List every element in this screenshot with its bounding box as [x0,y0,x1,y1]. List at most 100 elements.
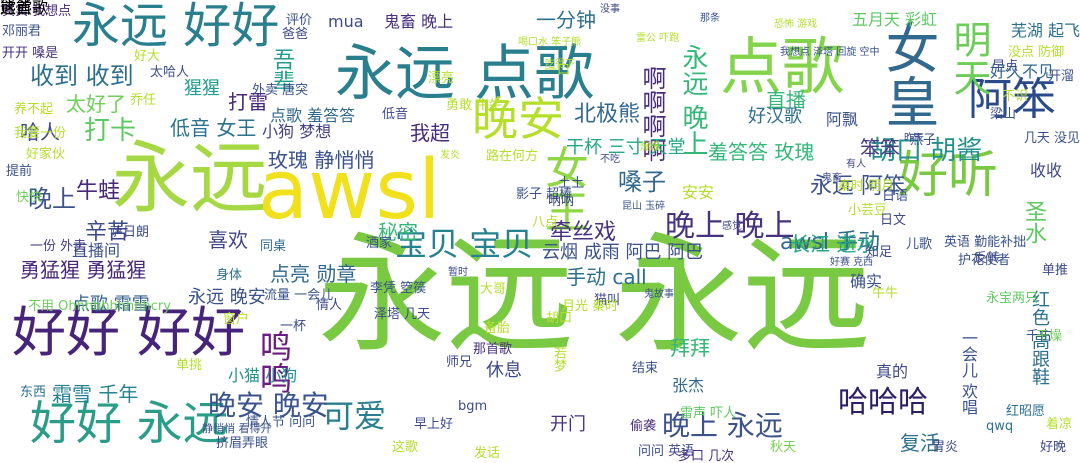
word: 好晚 [1040,440,1067,455]
word: 感觉 [722,221,742,232]
word: 影子 超棒 [516,187,573,202]
word: 酒家 [366,236,393,251]
word: 晚上 晚上 [665,209,795,244]
word: 安安 [682,183,715,202]
word: 邓丽君 [2,24,42,39]
word: 圣水 [1021,200,1046,244]
word: 一会儿 欢唱 [959,330,978,416]
word: 永远 阿笨 [810,174,905,199]
word: 那首歌 [473,342,513,357]
word: 漂亮 [428,71,455,86]
word: 明天 [947,20,991,96]
word: 养不起 [14,102,54,117]
word: 牛蛙 [76,179,121,204]
word: 永远 [112,134,269,224]
word: 有人 [846,159,866,170]
word: 胡口 [546,311,573,326]
word: 鬼故事 [644,289,674,300]
word: 儿歌 [906,237,933,252]
word: 永远 永远 [318,221,871,370]
word: 玫瑰 静悄悄 [268,148,375,172]
word: 若梦 [551,346,566,372]
word: 乔任 [130,93,157,108]
word: 我超 [410,121,450,145]
word: 猫叫 [594,293,621,308]
word: awsl 手动 [780,230,881,255]
word: 不吃 [600,154,620,165]
word: 日语 [882,189,909,204]
word: 确实 [850,272,883,291]
word: 永远 晚安 [188,287,266,308]
word: 永远 好好 [72,0,280,54]
word: 静悄悄 看得开 [202,422,272,435]
word: 打卡 [84,116,137,146]
word: 李凭 箜篌 [370,281,427,296]
word: 爆爆 [640,142,660,153]
word: 好好 好好 [12,301,246,364]
word: 复活 [900,431,940,455]
word: 芜湖 起飞 [1010,21,1080,40]
word: 恐怖 游戏 [774,19,818,30]
word: 笨笨 [860,136,900,160]
word: 好好 永远 [30,396,229,450]
word: 手动 call [566,265,647,289]
word: 好家伙 [26,147,66,162]
word: 问问 英语 [638,444,695,459]
word: 情人节 问问 [246,415,316,430]
word: 昆山 玉碎 [622,201,666,212]
word: 一口 [544,63,571,78]
word: 云烟 成雨 阿巴 阿巴 [542,242,704,263]
word: 发话 [474,446,501,461]
word: 吾辈 [269,48,294,92]
word: 多口 几次 [678,449,735,463]
word: 好大 [134,49,161,64]
word: 单挑 [176,358,203,373]
word: 雷声 吓人 [680,406,737,421]
word: 我要一份 [14,126,67,141]
word: 身体 [216,268,243,283]
word: 休息 [486,360,522,381]
word: 收到 收到 [30,62,134,90]
word: 胡口 胡酱 [870,136,983,166]
word: 没点 防御 [1008,45,1065,60]
word: 呐呐 [548,194,575,209]
word: 鬼畜 [822,173,842,184]
word: 羞答答 玫瑰 [708,140,815,164]
word: 着凉 [1046,417,1073,432]
word: 师兄 [446,355,473,370]
word: 宝贝 宝贝 [395,225,534,263]
word: 好久不见 [990,62,1055,81]
word: 喜欢 [208,228,248,252]
word: 秋天 [770,440,797,455]
word: 开溜 [1048,69,1075,84]
word: 张杰 [672,376,705,395]
word: 不识 [1002,89,1029,104]
word: 快快 [16,190,43,205]
word: 点亮 勋章 [270,262,357,286]
word: 不用 Ohhhhhhhhhhcry [28,299,171,314]
word: qwq [986,419,1014,434]
word: 挤眉弄眼 [216,436,269,451]
word: 梁山 [990,107,1017,122]
word: 爸爸 [282,27,309,42]
word: 好听 [898,146,998,204]
word: 打雷 [228,90,268,114]
word: 日文 [880,213,907,228]
word: 大哥 [480,282,507,297]
word: 昨天 [904,133,924,144]
word: 干杯 三寸 天堂 [566,137,686,158]
word: 流量 一会儿 [264,288,334,303]
word: 发炎 [440,150,460,161]
word: 五月天 彩虹 [852,10,938,29]
word: 晚上 永远 [662,409,783,442]
word: 好汉歌 [748,106,802,127]
word: 几天 没见 [1023,131,1080,146]
word: 护花使者 [958,253,1011,268]
word: 燕子 [910,133,937,148]
word: 永宝两只 [986,291,1039,306]
word: 英语 勤能补拙 [944,235,1027,250]
word: 开门 [550,414,586,435]
word: 小狗 梦想 [262,122,332,141]
word: 哈人 [20,120,60,144]
